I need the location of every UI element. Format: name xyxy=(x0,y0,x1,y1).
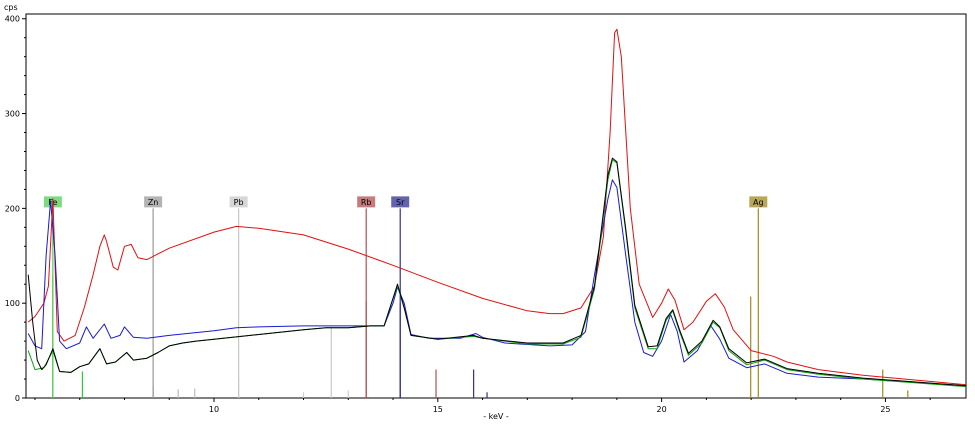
element-marker-label: Rb xyxy=(361,198,372,207)
element-marker-label: Sr xyxy=(396,198,405,207)
y-tick-label: 0 xyxy=(15,394,20,403)
x-tick-label: 25 xyxy=(880,405,890,414)
element-marker-box xyxy=(391,196,410,208)
y-axis-label: cps xyxy=(4,3,18,12)
y-tick-label: 400 xyxy=(5,15,20,24)
series-line xyxy=(27,28,967,386)
element-marker-box xyxy=(357,196,376,208)
element-marker-label: Ag xyxy=(753,198,764,207)
element-marker-label: Zn xyxy=(148,198,159,207)
y-tick-label: 200 xyxy=(5,204,20,213)
element-marker-box xyxy=(749,196,768,208)
element-marker-box xyxy=(144,196,163,208)
element-marker-label: Pb xyxy=(234,198,244,207)
x-axis-label: - keV - xyxy=(483,412,509,421)
element-marker-box xyxy=(229,196,248,208)
series-line xyxy=(27,157,967,387)
x-tick-label: 15 xyxy=(433,405,443,414)
y-tick-label: 100 xyxy=(5,299,20,308)
x-tick-label: 10 xyxy=(209,405,219,414)
y-tick-label: 300 xyxy=(5,110,20,119)
x-tick-label: 20 xyxy=(657,405,667,414)
